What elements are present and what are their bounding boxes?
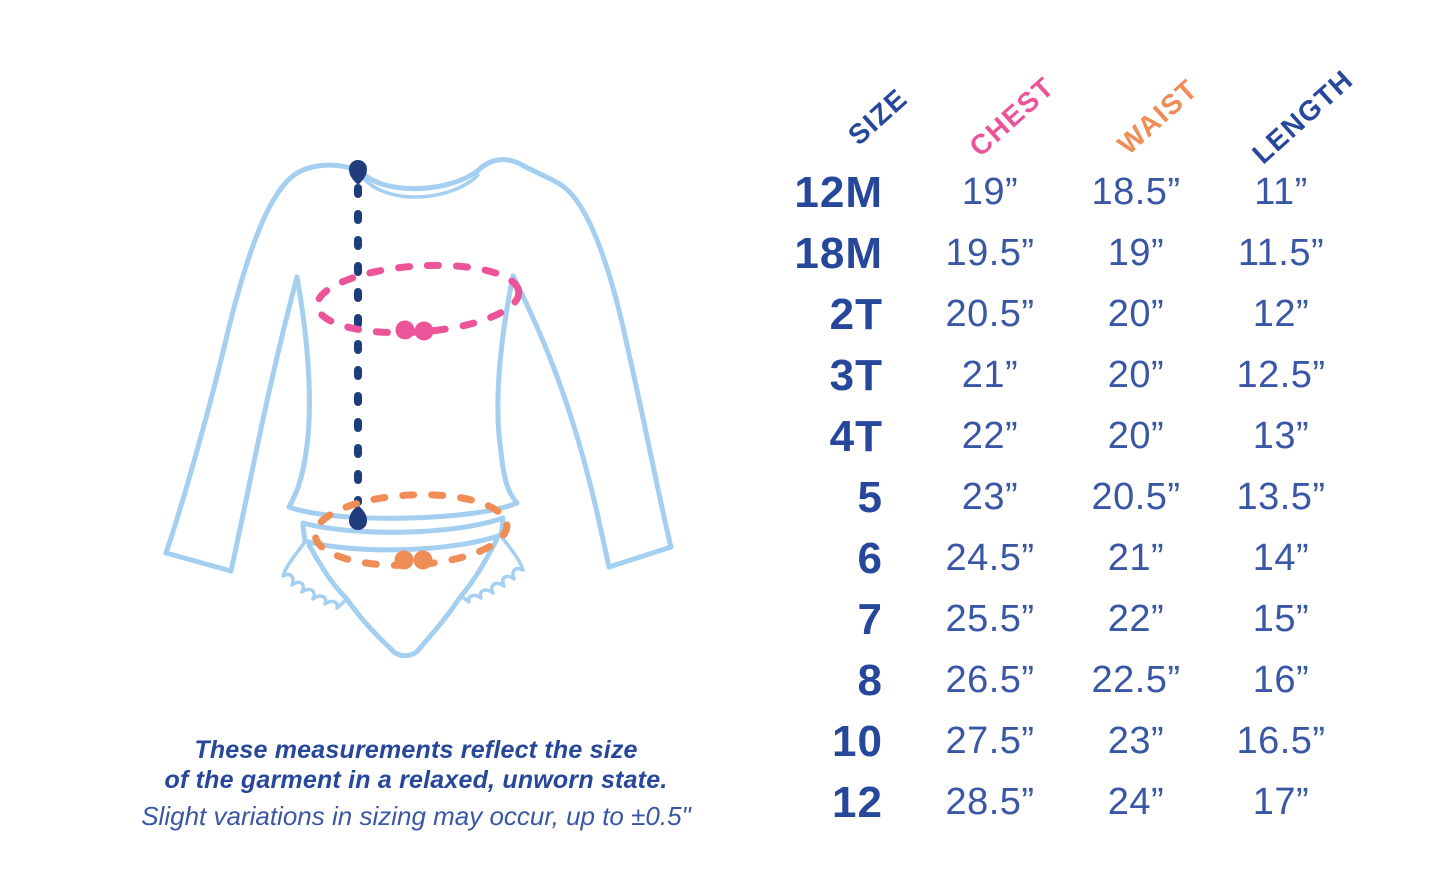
column-header-cell-size: SIZE: [795, 56, 917, 162]
right-hip-seam: [458, 536, 500, 599]
measurement-value: 24”: [1107, 781, 1165, 823]
right-inner-sleeve: [510, 273, 612, 570]
measurement-value: 22”: [1107, 598, 1165, 640]
left-shoulder-outer-sleeve: [163, 162, 363, 556]
measurement-value: 24.5”: [945, 537, 1035, 579]
size-chart-table: SIZE CHEST WAIST LENGTH 12M 19” 18.5” 11” 18…: [794, 56, 1359, 833]
right-ruffle: [459, 534, 525, 604]
measurement-value: 13”: [1252, 415, 1310, 457]
garment-illustration: [163, 157, 674, 659]
column-header-length: LENGTH: [1246, 63, 1360, 170]
measurement-value: 16.5”: [1236, 720, 1326, 762]
measurement-value: 22”: [961, 415, 1019, 457]
chest-dot-2: [414, 321, 434, 341]
right-cuff: [606, 544, 674, 570]
right-leg-opening: [417, 593, 464, 651]
waistband-top: [300, 515, 506, 535]
measurement-value: 21”: [961, 354, 1019, 396]
measurement-value: 17”: [1252, 781, 1310, 823]
left-inner-sleeve: [228, 274, 300, 574]
measurement-value: 20”: [1107, 293, 1165, 335]
right-outer-sleeve: [555, 180, 674, 550]
measurement-value: 16”: [1252, 659, 1310, 701]
waistband-bottom: [302, 532, 504, 553]
column-header-size: SIZE: [841, 82, 914, 151]
measurement-value: 22.5”: [1091, 659, 1181, 701]
measurement-value: 19.5”: [945, 232, 1035, 274]
torso-right-edge: [495, 273, 520, 506]
measurement-value: 19”: [1107, 232, 1165, 274]
measurement-value: 21”: [1107, 537, 1165, 579]
measurement-value: 11”: [1254, 171, 1308, 213]
waist-measure: [311, 491, 511, 570]
size-label: 2T: [829, 289, 883, 339]
size-label: 6: [857, 533, 883, 583]
left-cuff: [163, 550, 234, 574]
size-label: 5: [857, 472, 883, 522]
size-label: 3T: [829, 350, 883, 400]
waistband-left-edge: [300, 520, 308, 544]
column-header-cell-length: LENGTH: [1209, 56, 1359, 170]
size-label: 10: [832, 716, 883, 766]
left-hip-seam: [306, 542, 349, 601]
size-label: 12M: [794, 167, 883, 217]
right-shoulder: [479, 157, 561, 186]
measurement-value: 19”: [961, 171, 1019, 213]
size-label: 18M: [794, 228, 883, 278]
measurement-value: 12”: [1252, 293, 1310, 335]
chest-dot-1: [395, 320, 415, 340]
measurement-value: 14”: [1252, 537, 1310, 579]
measurement-value: 20”: [1107, 415, 1165, 457]
measurement-value: 27.5”: [945, 720, 1035, 762]
measurement-value: 18.5”: [1091, 171, 1181, 213]
crotch-curve: [388, 645, 423, 659]
measurement-value: 25.5”: [945, 598, 1035, 640]
length-bottom-dot: [349, 505, 367, 530]
column-header-cell-chest: CHEST: [917, 56, 1063, 163]
length-top-dot: [349, 160, 367, 185]
size-label: 4T: [829, 411, 883, 461]
measurement-note: These measurements reflect the size of t…: [110, 735, 722, 832]
chest-measure: [313, 261, 523, 341]
measurement-value: 28.5”: [945, 781, 1035, 823]
length-measure: [349, 160, 367, 530]
column-header-waist: WAIST: [1111, 72, 1204, 161]
size-label: 8: [857, 655, 883, 705]
measurement-value: 15”: [1252, 598, 1310, 640]
measurement-value: 12.5”: [1236, 354, 1326, 396]
left-leg-opening: [343, 595, 394, 652]
measurement-value: 13.5”: [1236, 476, 1326, 518]
measurement-value: 11.5”: [1237, 232, 1325, 274]
measurement-value: 23”: [961, 476, 1019, 518]
waist-dot-1: [394, 550, 414, 570]
column-header-cell-waist: WAIST: [1063, 56, 1209, 162]
neckline: [357, 164, 485, 191]
measurement-value: 20”: [1107, 354, 1165, 396]
note-line-3: Slight variations in sizing may occur, u…: [141, 801, 691, 831]
measurement-value: 20.5”: [945, 293, 1035, 335]
measurement-value: 20.5”: [1091, 476, 1181, 518]
waist-dashed-ellipse: [311, 491, 511, 569]
left-ruffle: [281, 540, 348, 610]
swimsuit-outline-drawing: [163, 157, 674, 659]
measurement-value: 26.5”: [945, 659, 1035, 701]
note-line-2: of the garment in a relaxed, unworn stat…: [164, 766, 668, 794]
measurement-value: 23”: [1107, 720, 1165, 762]
size-label: 12: [832, 777, 883, 827]
column-header-chest: CHEST: [963, 70, 1061, 163]
size-label: 7: [857, 594, 883, 644]
chest-dashed-ellipse: [313, 261, 523, 337]
note-line-1: These measurements reflect the size: [194, 736, 638, 764]
waist-dot-2: [413, 550, 433, 570]
collar-inner-line: [362, 173, 480, 199]
torso-left-edge: [286, 274, 312, 510]
